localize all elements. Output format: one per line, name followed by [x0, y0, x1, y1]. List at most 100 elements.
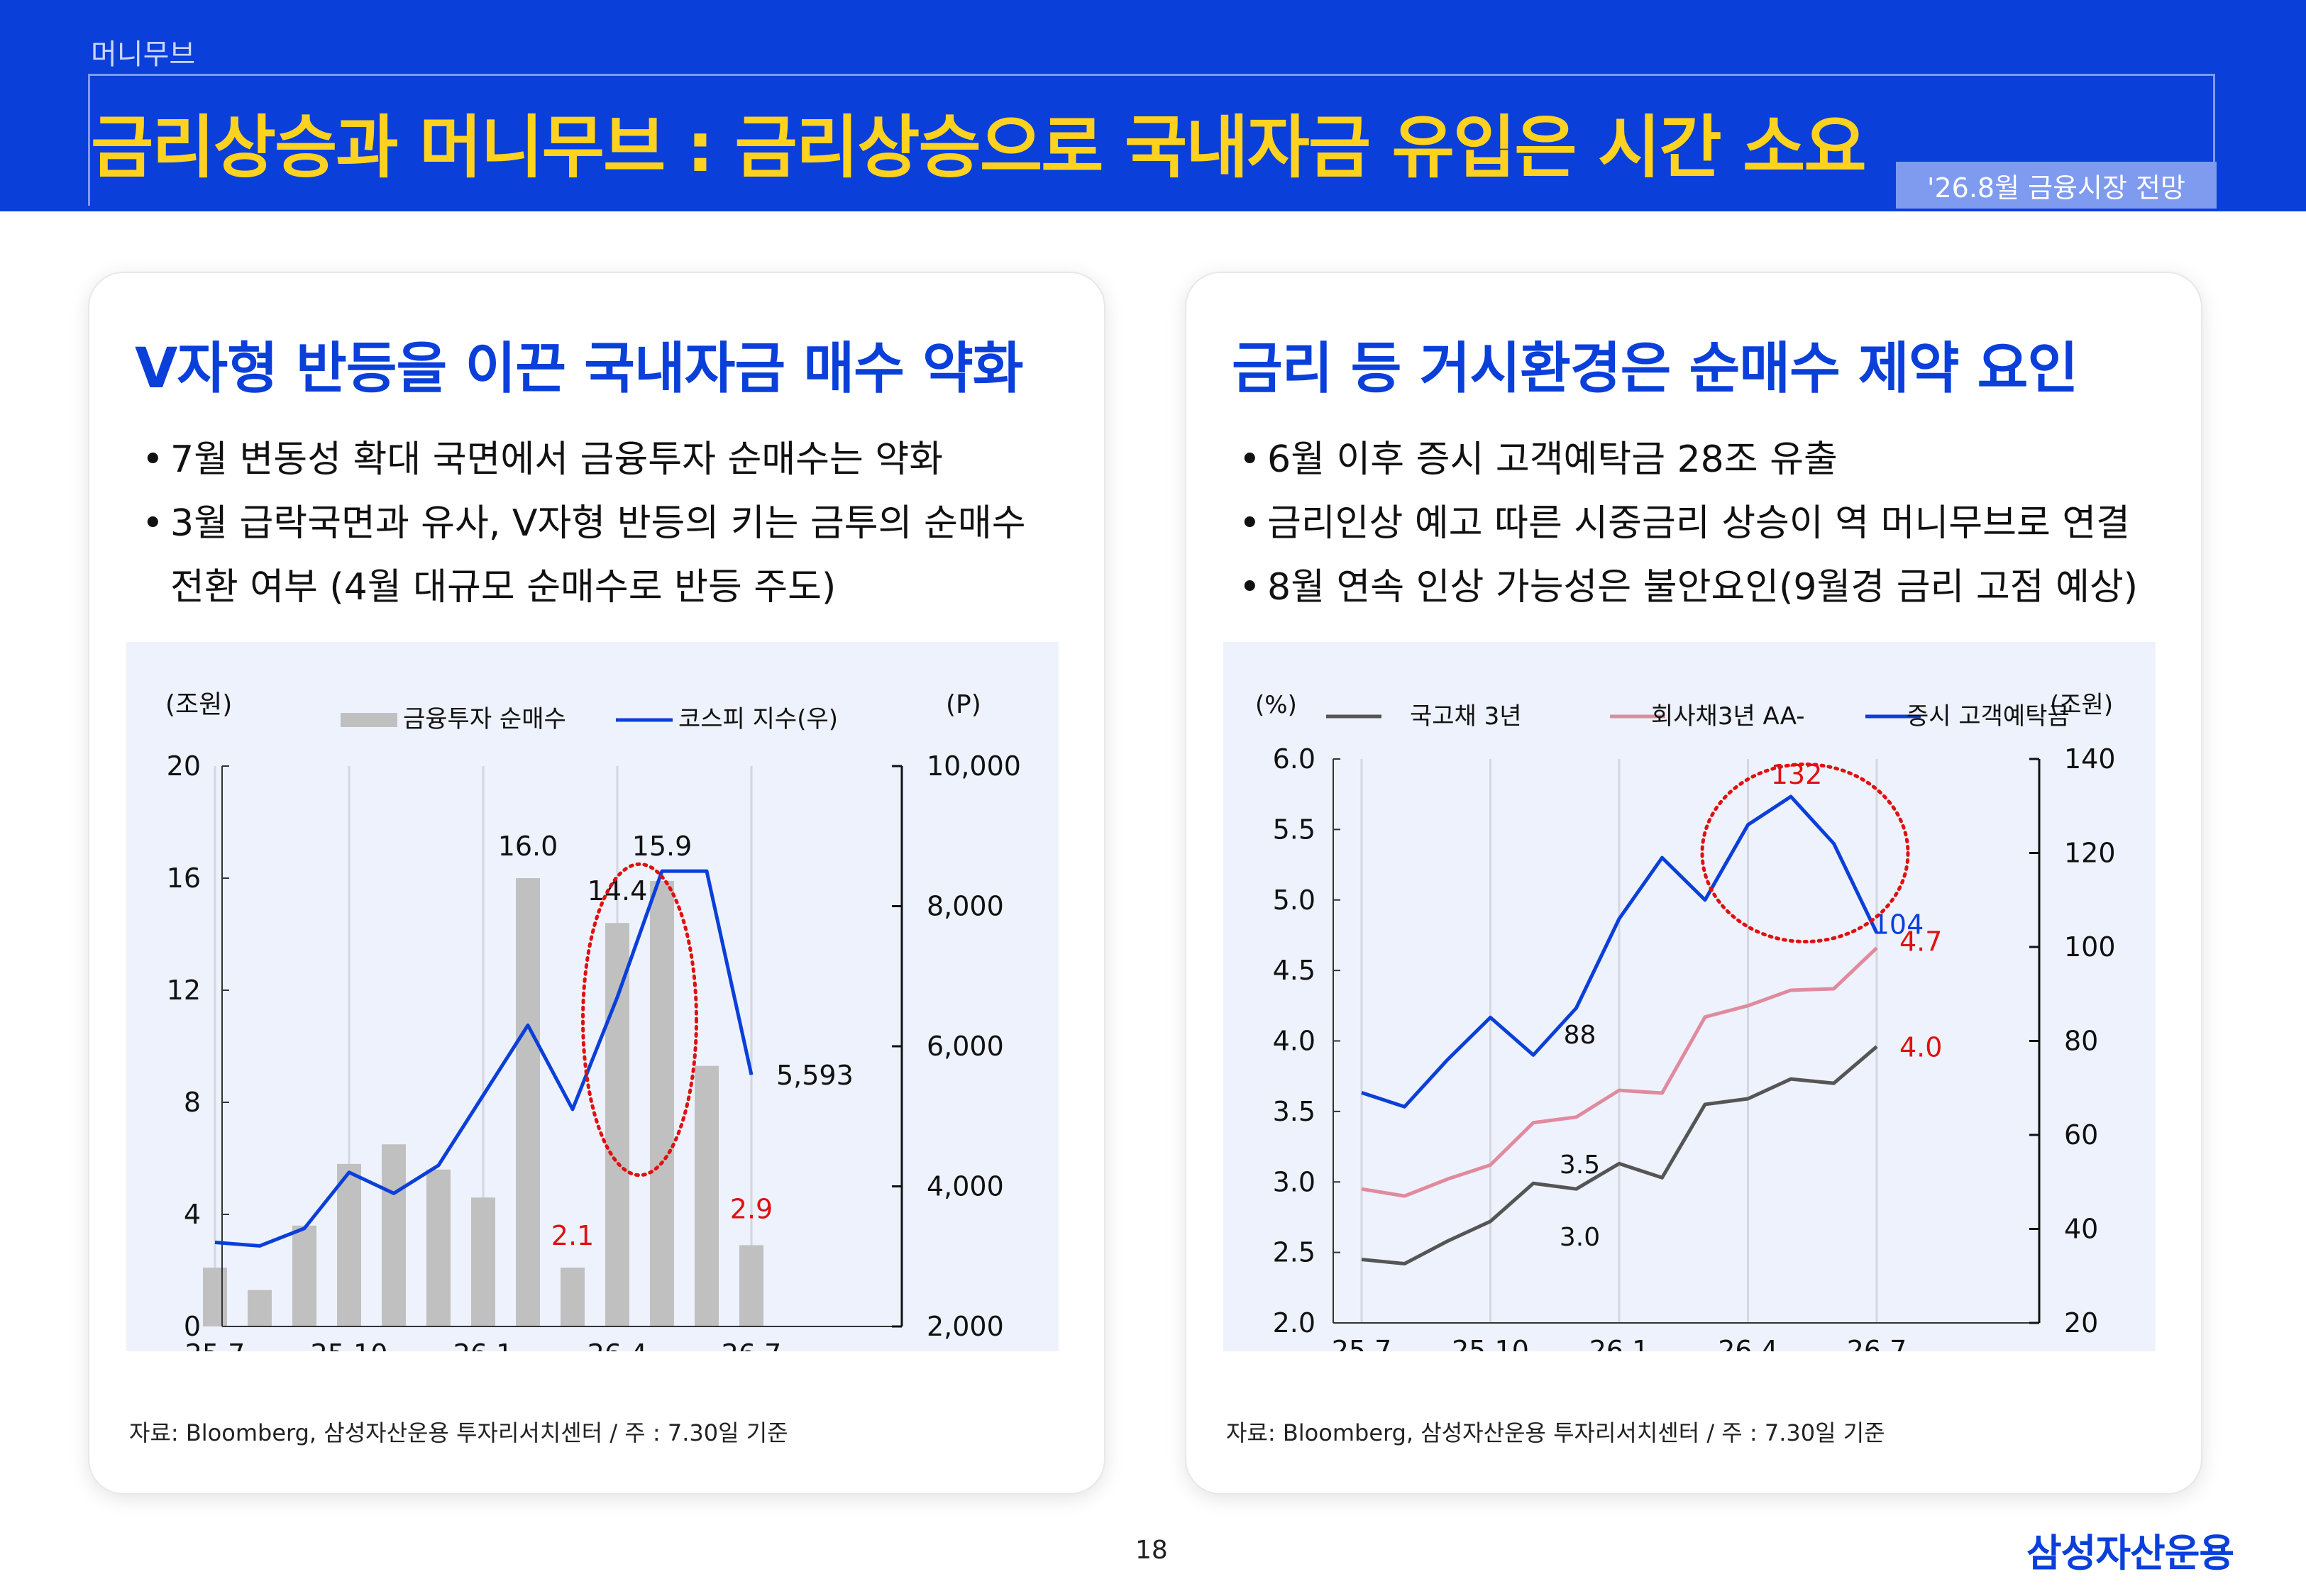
x-tick-label: 26.7 — [722, 1339, 782, 1351]
highlight-circle — [1700, 763, 1910, 943]
legend-label: 금융투자 순매수 — [403, 705, 566, 733]
company-logo: 삼성자산운용 — [2026, 1531, 2234, 1575]
page-title: 금리상승과 머니무브 : 금리상승으로 국내자금 유입은 시간 소요 — [91, 108, 1867, 187]
y-left-tick-label: 3.5 — [1273, 1096, 1315, 1127]
period-badge: '26.8월 금융시장 전망 — [1896, 162, 2217, 209]
left-bullet-list: 7월 변동성 확대 국면에서 금융투자 순매수는 약화 3월 급락국면과 유사,… — [142, 428, 1026, 619]
right-unit-label: (P) — [946, 690, 981, 719]
left-unit-label: (%) — [1255, 691, 1297, 719]
y-left-tick-label: 0 — [184, 1311, 201, 1342]
x-tick-label: 26.1 — [453, 1339, 514, 1351]
bar — [382, 1144, 406, 1326]
y-right-tick-label: 140 — [2064, 743, 2116, 775]
y-left-tick-label: 5.5 — [1273, 814, 1315, 845]
left-chart-background — [126, 642, 1059, 1351]
data-label: 2.9 — [730, 1193, 773, 1224]
bullet-item: 7월 변동성 확대 국면에서 금융투자 순매수는 약화 — [142, 428, 1026, 492]
x-tick-label: 26.4 — [587, 1339, 648, 1351]
y-right-tick-label: 80 — [2064, 1026, 2098, 1057]
bar — [203, 1268, 227, 1326]
data-label: 88 — [1564, 1021, 1596, 1050]
y-left-tick-label: 4 — [184, 1199, 201, 1230]
x-tick-label: 25.7 — [185, 1339, 246, 1351]
y-right-tick-label: 8,000 — [927, 891, 1004, 922]
highlight-ellipse — [581, 862, 698, 1177]
data-label: 4.0 — [1899, 1031, 1942, 1063]
legend-label: 국고채 3년 — [1410, 702, 1522, 731]
y-left-tick-label: 4.5 — [1273, 955, 1315, 986]
bullet-item: 3월 급락국면과 유사, V자형 반등의 키는 금투의 순매수 — [142, 492, 1026, 555]
bar — [337, 1163, 361, 1326]
y-left-tick-label: 2.5 — [1273, 1237, 1315, 1268]
bar — [471, 1197, 495, 1326]
data-label: 104 — [1872, 909, 1924, 941]
bar — [248, 1290, 272, 1326]
data-label: 4.7 — [1899, 926, 1942, 957]
left-chart: 0 4 8 12 16 20 2,000 4,000 6,000 8,000 10,000 25.7 2… — [165, 690, 1021, 1351]
left-unit-label: (조원) — [165, 690, 232, 719]
y-right-tick-label: 2,000 — [927, 1311, 1004, 1342]
data-label: 15.9 — [632, 831, 693, 862]
section-label: 머니무브 — [91, 38, 196, 71]
x-tick-label: 26.1 — [1589, 1335, 1650, 1351]
data-label: 5,593 — [776, 1060, 854, 1091]
y-left-tick-label: 16 — [167, 863, 201, 894]
line-series — [1361, 1045, 1878, 1266]
bar — [605, 923, 629, 1326]
x-tick-label: 26.4 — [1718, 1335, 1778, 1351]
right-source-note: 자료: Bloomberg, 삼성자산운용 투자리서치센터 / 주 : 7.30… — [1226, 1419, 1885, 1446]
y-right-tick-label: 120 — [2064, 838, 2116, 869]
left-source-note: 자료: Bloomberg, 삼성자산운용 투자리서치센터 / 주 : 7.30… — [129, 1419, 788, 1446]
y-left-tick-label: 3.0 — [1273, 1166, 1315, 1197]
bar — [516, 878, 540, 1326]
right-panel: 금리 등 거시환경은 순매수 제약 요인 6월 이후 증시 고객예탁금 28조 … — [1186, 273, 2201, 1493]
data-label: 3.0 — [1560, 1223, 1600, 1252]
right-panel-title: 금리 등 거시환경은 순매수 제약 요인 — [1232, 337, 2078, 401]
y-left-tick-label: 8 — [184, 1087, 201, 1118]
bar — [739, 1245, 763, 1326]
left-panel-title: V자형 반등을 이끈 국내자금 매수 약화 — [135, 337, 1024, 401]
line-series — [1361, 794, 1879, 1109]
y-left-tick-label: 5.0 — [1273, 885, 1315, 916]
y-left-tick-label: 20 — [167, 750, 201, 782]
right-unit-label: (조원) — [2050, 691, 2113, 719]
bullet-item: 6월 이후 증시 고객예탁금 28조 유출 — [1239, 428, 2138, 492]
data-label: 3.5 — [1560, 1151, 1600, 1180]
bar — [695, 1065, 719, 1326]
y-left-tick-label: 12 — [167, 975, 201, 1006]
right-bullet-list: 6월 이후 증시 고객예탁금 28조 유출 금리인상 예고 따른 시중금리 상승… — [1239, 428, 2138, 619]
data-label: 16.0 — [498, 831, 558, 862]
y-right-tick-label: 6,000 — [927, 1031, 1004, 1062]
y-right-tick-label: 60 — [2064, 1119, 2098, 1151]
line-series — [1361, 946, 1878, 1198]
right-chart-background — [1223, 642, 2156, 1351]
y-right-tick-label: 40 — [2064, 1214, 2098, 1245]
x-tick-label: 25.10 — [311, 1339, 388, 1351]
legend-label: 회사채3년 AA- — [1651, 702, 1805, 731]
title-frame — [88, 74, 2215, 206]
bullet-continuation: 전환 여부 (4월 대규모 순매수로 반등 주도) — [170, 566, 837, 609]
y-right-tick-label: 10,000 — [927, 750, 1021, 782]
x-tick-label: 26.7 — [1847, 1335, 1907, 1351]
bar — [292, 1225, 316, 1326]
header-bar: 머니무브 금리상승과 머니무브 : 금리상승으로 국내자금 유입은 시간 소요 … — [0, 0, 2306, 211]
x-tick-label: 25.7 — [1332, 1335, 1392, 1351]
line-series — [214, 869, 754, 1248]
y-right-tick-label: 100 — [2064, 931, 2116, 963]
y-right-tick-label: 20 — [2064, 1307, 2098, 1339]
legend-label: 코스피 지수(우) — [678, 705, 838, 733]
x-tick-label: 25.10 — [1452, 1335, 1529, 1351]
y-left-tick-label: 6.0 — [1273, 743, 1315, 775]
bullet-item: 8월 연속 인상 가능성은 불안요인(9월경 금리 고점 예상) — [1239, 555, 2138, 619]
legend-swatch-bar — [341, 713, 397, 727]
y-left-tick-label: 4.0 — [1273, 1026, 1315, 1057]
y-right-tick-label: 4,000 — [927, 1171, 1004, 1202]
data-label: 2.1 — [551, 1220, 594, 1251]
left-panel: V자형 반등을 이끈 국내자금 매수 약화 7월 변동성 확대 국면에서 금융투… — [89, 273, 1104, 1493]
data-label: 14.4 — [587, 875, 648, 907]
bar — [650, 880, 674, 1326]
page-number: 18 — [1135, 1536, 1168, 1565]
bar — [561, 1268, 585, 1326]
bullet-item: 금리인상 예고 따른 시중금리 상승이 역 머니무브로 연결 — [1239, 492, 2138, 555]
legend-label: 증시 고객예탁금 — [1907, 702, 2070, 731]
